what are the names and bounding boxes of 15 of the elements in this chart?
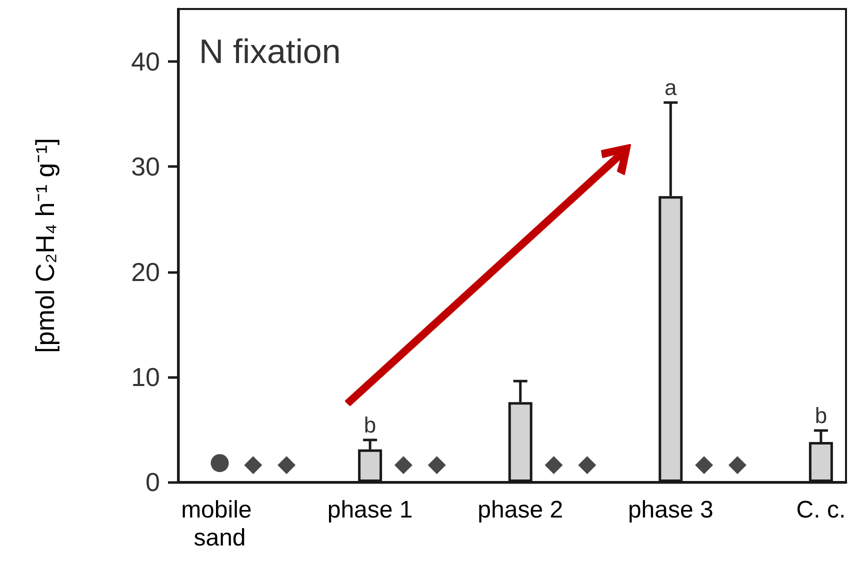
y-tick-label: 10 <box>131 362 160 392</box>
x-tick-label: phase 1 <box>327 496 413 524</box>
y-tick-label: 30 <box>131 152 160 182</box>
y-axis-title: [pmol C₂H₄ h⁻¹ g⁻¹] <box>30 138 60 353</box>
y-tick-label: 40 <box>131 46 160 77</box>
x-tick-label: C. c. <box>796 496 846 524</box>
annotation: b <box>364 412 376 438</box>
x-tick-label: mobile sand <box>181 496 258 552</box>
annotation: b <box>814 402 828 428</box>
y-tick-label: 0 <box>146 467 160 497</box>
x-tick-label: phase 2 <box>478 496 564 524</box>
y-tick-label: 20 <box>131 256 160 287</box>
annotation: a <box>664 75 678 100</box>
text: N fixation <box>199 33 341 71</box>
x-tick-label: phase 3 <box>628 496 714 524</box>
